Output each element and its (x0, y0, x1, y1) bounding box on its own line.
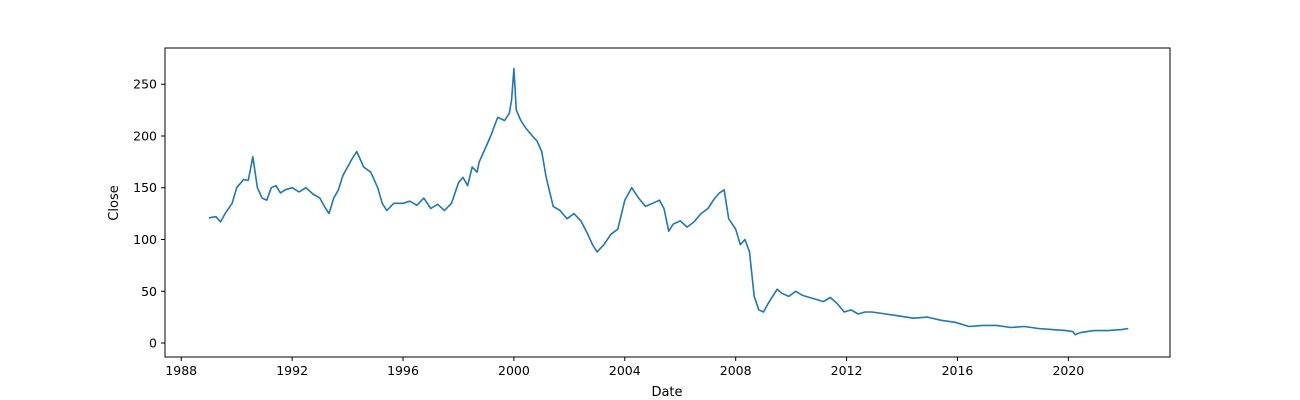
y-axis-label: Close (107, 185, 122, 220)
x-tick-label: 1988 (165, 363, 197, 378)
x-tick-label: 2004 (609, 363, 641, 378)
x-tick-label: 2016 (942, 363, 974, 378)
x-tick-label: 1992 (276, 363, 308, 378)
y-tick-label: 250 (133, 77, 157, 92)
y-tick-label: 200 (133, 128, 157, 143)
x-tick-label: 1996 (387, 363, 419, 378)
close-price-line (208, 67, 1129, 336)
x-tick-label: 2000 (498, 363, 530, 378)
x-tick-label: 2020 (1052, 363, 1084, 378)
x-axis-label: Date (651, 385, 682, 400)
y-tick-label: 50 (141, 284, 157, 299)
x-axis: 1988 1992 1996 2000 2004 2008 2012 2016 2020 (165, 357, 1084, 378)
y-tick-label: 0 (149, 336, 157, 351)
x-tick-label: 2012 (831, 363, 863, 378)
y-tick-label: 150 (133, 180, 157, 195)
plot-area (164, 47, 1171, 358)
y-axis: 0 50 100 150 200 250 (133, 77, 165, 351)
y-tick-label: 100 (133, 232, 157, 247)
x-tick-label: 2008 (720, 363, 752, 378)
